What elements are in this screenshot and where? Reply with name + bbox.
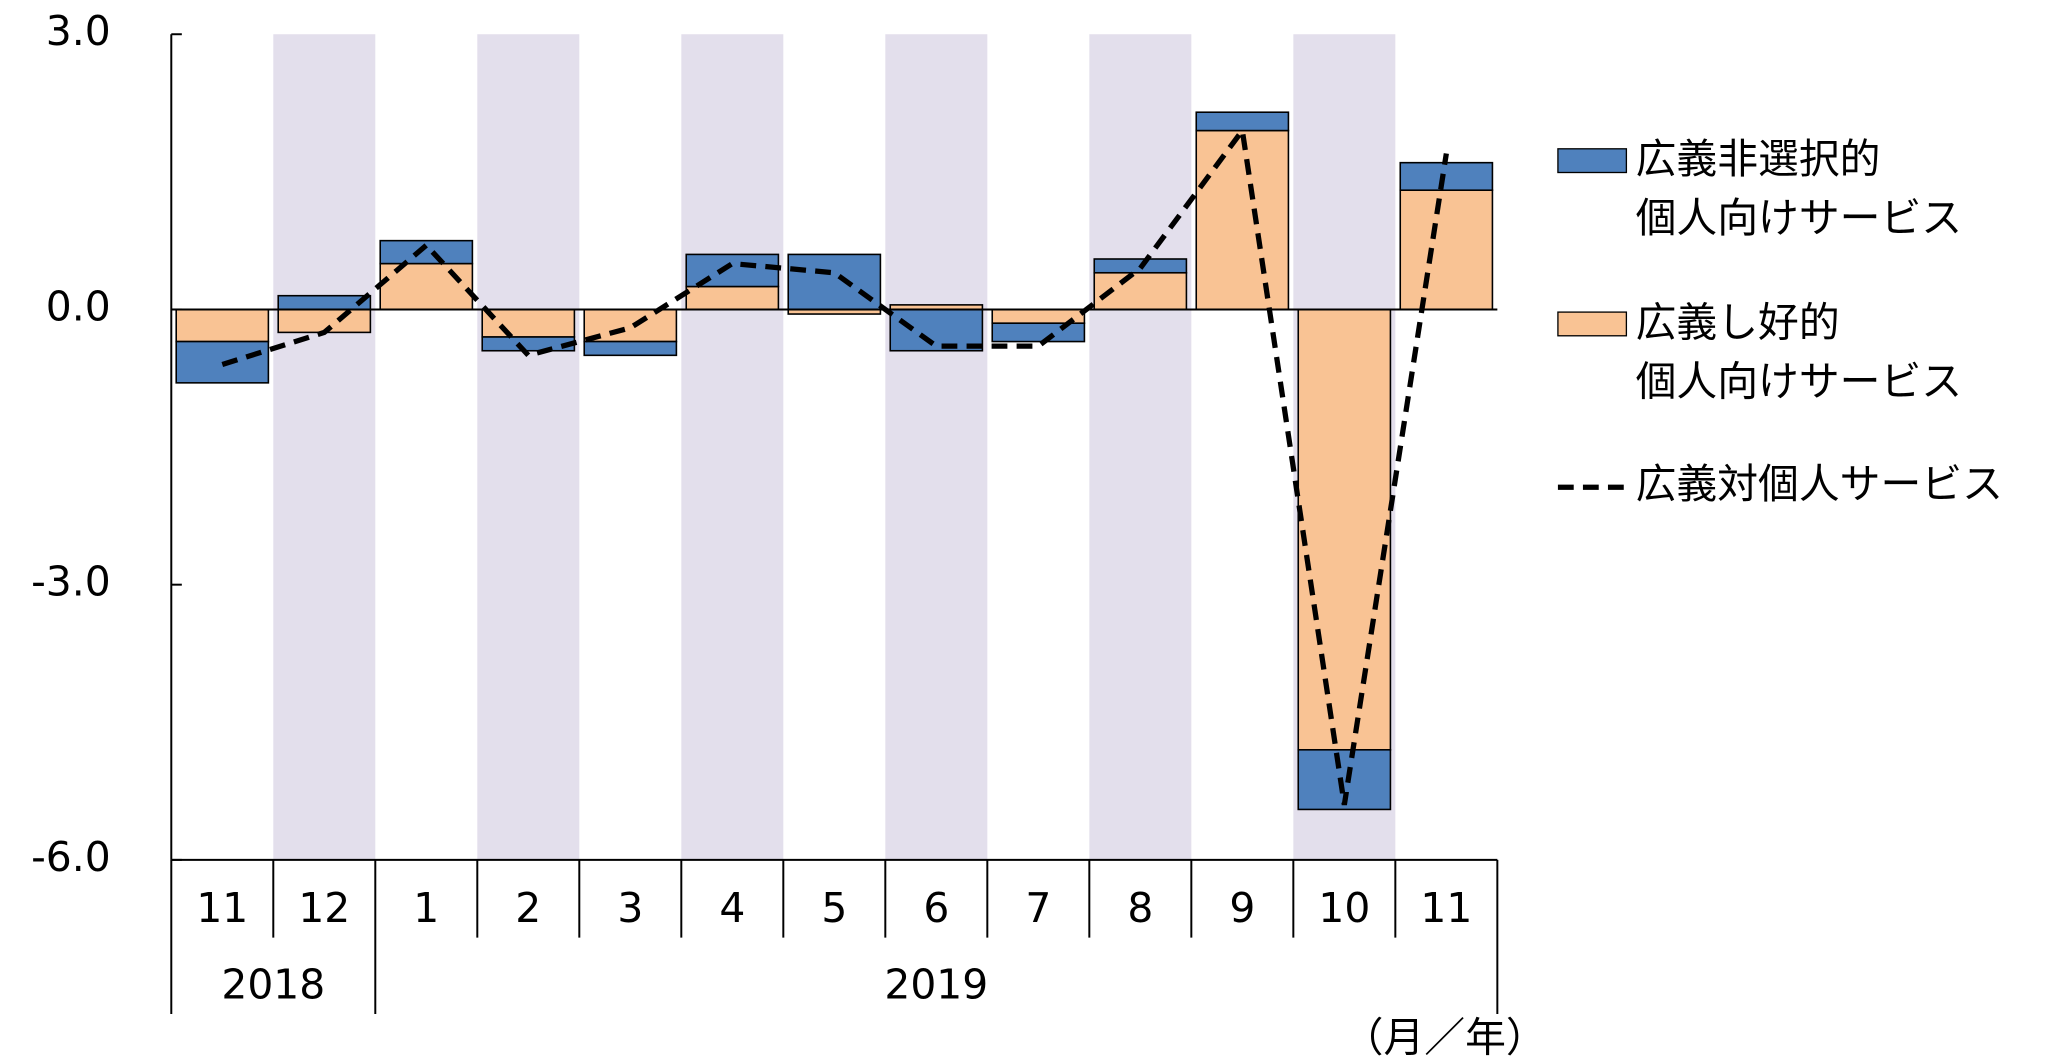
bar	[991, 322, 1086, 343]
column-shade	[885, 34, 988, 860]
x-tick-label: 9	[1229, 884, 1255, 932]
year-label: 2018	[221, 961, 325, 1009]
bar	[175, 308, 270, 343]
year-label: 2019	[884, 961, 988, 1009]
legend-swatch	[1557, 311, 1628, 337]
y-tick-label: -3.0	[31, 558, 111, 606]
bar	[787, 253, 882, 311]
y-tick-label: 0.0	[46, 282, 111, 330]
x-tick-label: 3	[617, 884, 643, 932]
x-tick-label: 10	[1318, 884, 1370, 932]
y-tick-label: 3.0	[46, 7, 111, 55]
x-tick-label: 6	[923, 884, 949, 932]
x-tick-label: 8	[1127, 884, 1153, 932]
x-tick-label: 11	[1420, 884, 1472, 932]
x-tick-label: 4	[719, 884, 745, 932]
bar	[1399, 161, 1494, 191]
x-tick-label: 12	[298, 884, 350, 932]
legend-label: 広義し好的個人向けサービス	[1636, 298, 1963, 405]
column-shade	[273, 34, 376, 860]
column-shade	[1089, 34, 1192, 860]
bar	[685, 285, 780, 311]
bar	[481, 308, 576, 338]
legend-label: 広義非選択的個人向けサービス	[1636, 135, 1963, 242]
x-tick-label: 2	[515, 884, 541, 932]
bar	[1195, 129, 1290, 311]
column-shade	[681, 34, 784, 860]
bar	[379, 239, 474, 265]
bar	[481, 336, 576, 352]
legend-swatch	[1557, 148, 1628, 174]
column-shade	[477, 34, 580, 860]
bar	[1195, 111, 1290, 132]
bar	[1399, 189, 1494, 311]
legend-label: 広義対個人サービス	[1636, 460, 2003, 508]
bar	[175, 340, 270, 384]
y-tick-label: -6.0	[31, 833, 111, 881]
x-unit-label: （月／年）	[1343, 1013, 1547, 1061]
x-tick-label: 5	[821, 884, 847, 932]
x-tick-label: 7	[1025, 884, 1051, 932]
x-tick-label: 11	[196, 884, 248, 932]
x-tick-label: 1	[413, 884, 439, 932]
bar	[1297, 308, 1392, 751]
bar	[583, 340, 678, 357]
